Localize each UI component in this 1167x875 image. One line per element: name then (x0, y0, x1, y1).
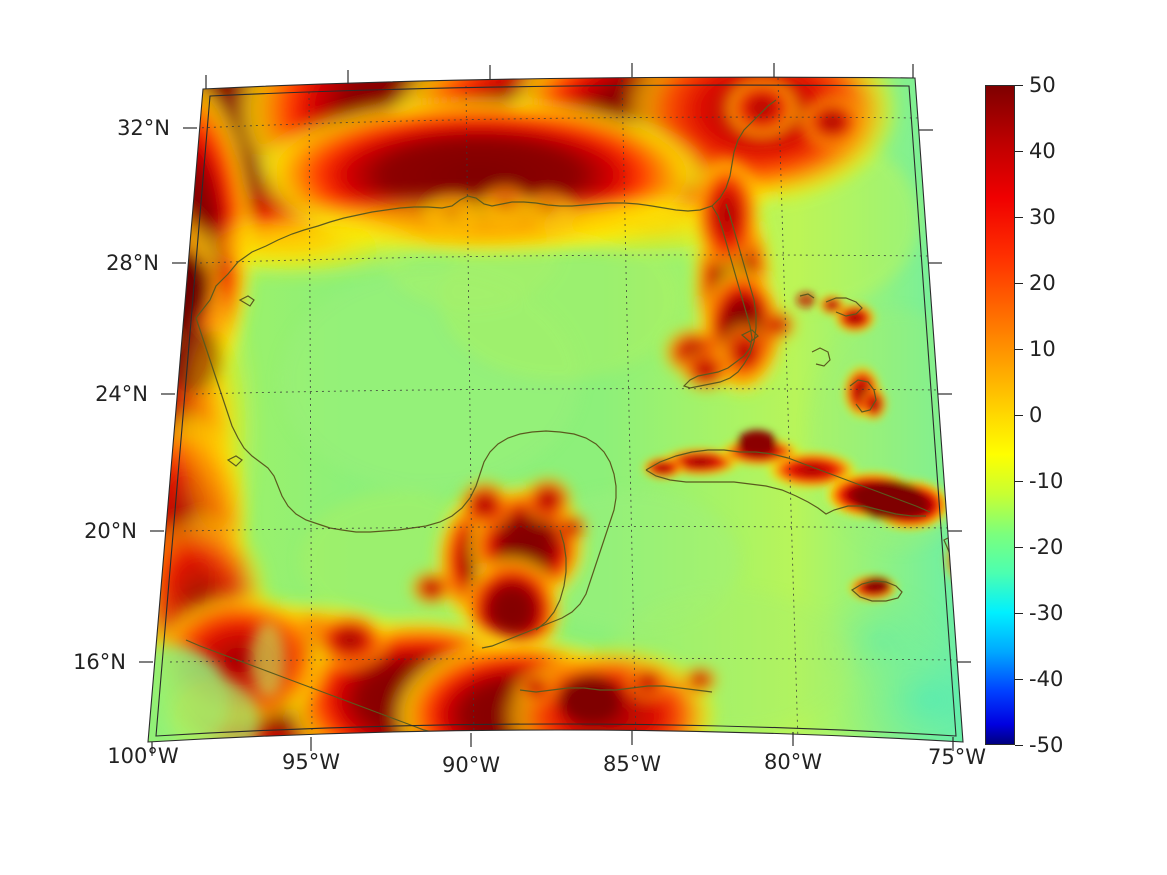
colorbar-label-m50: -50 (1029, 733, 1064, 757)
colorbar-tick-40 (1015, 151, 1023, 152)
map-gridlines (169, 77, 961, 742)
colorbar-tick-m30 (1015, 613, 1023, 614)
y-tick-label-20n: 20°N (84, 519, 137, 543)
y-tick-label-24n: 24°N (95, 382, 148, 406)
colorbar-tick-m10 (1015, 481, 1023, 482)
colorbar-tick-10 (1015, 349, 1023, 350)
x-tick-label-80w: 80°W (764, 750, 822, 774)
colorbar-label-20: 20 (1029, 271, 1056, 295)
colorbar-label-50: 50 (1029, 73, 1056, 97)
colorbar-label-0: 0 (1029, 403, 1043, 427)
colorbar-label-10: 10 (1029, 337, 1056, 361)
colorbar-tick-m40 (1015, 679, 1023, 680)
map-svg (139, 63, 971, 756)
y-tick-label-28n: 28°N (106, 251, 159, 275)
map-frame-ticks (139, 63, 971, 756)
map-panel[interactable]: 32°N 28°N 24°N 20°N 16°N 100°W 95°W 90°W… (0, 0, 1000, 800)
map-frame (147, 76, 964, 743)
colorbar-label-30: 30 (1029, 205, 1056, 229)
colorbar[interactable]: 50 40 30 20 10 0 -10 -20 -30 -40 -50 (985, 73, 1145, 757)
colorbar-tick-0 (1015, 415, 1023, 416)
colorbar-label-m10: -10 (1029, 469, 1064, 493)
colorbar-label-40: 40 (1029, 139, 1056, 163)
y-tick-label-16n: 16°N (73, 650, 126, 674)
x-tick-label-100w: 100°W (107, 744, 179, 768)
colorbar-tick-50 (1015, 85, 1023, 86)
map-data-raster (148, 77, 963, 742)
colorbar-label-m30: -30 (1029, 601, 1064, 625)
colorbar-gradient (985, 85, 1015, 745)
colorbar-tick-20 (1015, 283, 1023, 284)
colorbar-tick-30 (1015, 217, 1023, 218)
colorbar-tick-m20 (1015, 547, 1023, 548)
y-tick-label-32n: 32°N (117, 116, 170, 140)
x-tick-label-95w: 95°W (282, 750, 340, 774)
colorbar-tick-m50 (1015, 745, 1023, 746)
colorbar-label-m40: -40 (1029, 667, 1064, 691)
x-tick-label-90w: 90°W (442, 753, 500, 777)
x-tick-label-75w: 75°W (928, 745, 986, 769)
colorbar-label-m20: -20 (1029, 535, 1064, 559)
x-tick-label-85w: 85°W (603, 752, 661, 776)
